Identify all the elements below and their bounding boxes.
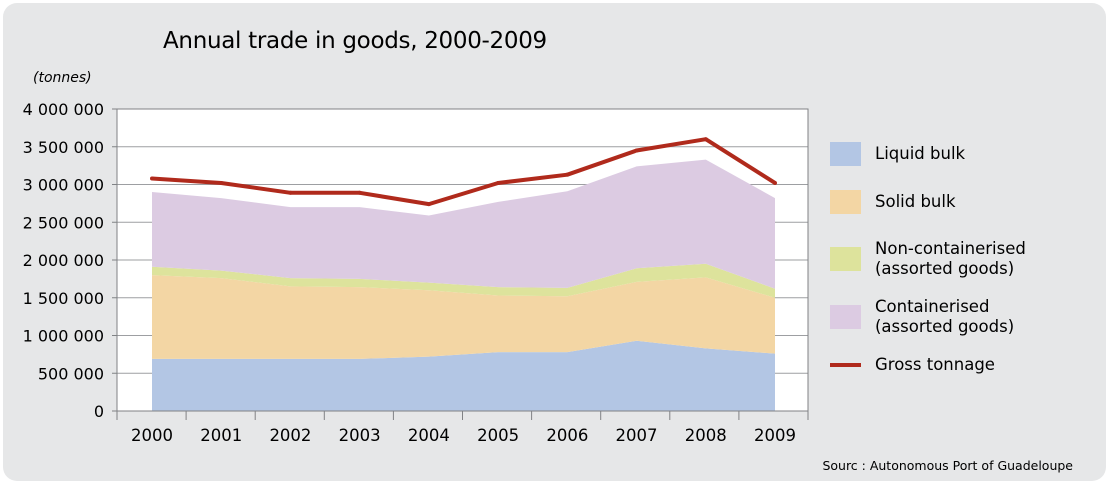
legend-swatch-containerised [830,305,861,329]
point-gross-tonnage-2002 [288,190,293,195]
legend-label-solid-bulk: Solid bulk [875,192,956,211]
legend-label-non-containerised-line2: (assorted goods) [875,259,1015,278]
legend-swatch-non-containerised [830,247,861,271]
y-axis-unit-label: (tonnes) [33,70,92,86]
x-tick-label-2000: 2000 [131,426,173,445]
y-tick-label-5: 2 500 000 [23,213,104,232]
point-gross-tonnage-2004 [426,202,431,207]
point-gross-tonnage-2001 [219,180,224,185]
legend-label-non-containerised: Non-containerised (assorted goods) [875,239,1026,279]
point-gross-tonnage-2003 [357,190,362,195]
point-gross-tonnage-2008 [703,137,708,142]
area-liquid-bulk [152,340,775,411]
legend-item-gross-tonnage: Gross tonnage [830,355,995,375]
line-gross-tonnage [151,137,777,207]
legend-swatch-gross-tonnage [830,363,861,367]
point-gross-tonnage-2006 [565,172,570,177]
legend-item-non-containerised: Non-containerised (assorted goods) [830,239,1026,279]
y-tick-label-3: 1 500 000 [23,289,104,308]
y-tick-label-2: 1 000 000 [23,327,104,346]
legend-label-containerised-line1: Containerised [875,297,990,316]
x-tick-label-2008: 2008 [685,426,727,445]
x-tick-label-2009: 2009 [754,426,796,445]
legend-label-containerised: Containerised (assorted goods) [875,297,1014,337]
y-tick-label-4: 2 000 000 [23,251,104,270]
legend-label-non-containerised-line1: Non-containerised [875,239,1026,258]
area-non-containerised [152,263,775,298]
legend-label-liquid-bulk: Liquid bulk [875,144,966,163]
x-tick-label-2007: 2007 [616,426,658,445]
y-tick-label-7: 3 500 000 [23,138,104,157]
y-tick-label-1: 500 000 [38,364,104,383]
y-tick-label-8: 4 000 000 [23,100,104,119]
y-tick-label-0: 0 [94,402,104,421]
source-note: Sourc : Autonomous Port of Guadeloupe [822,458,1073,473]
point-gross-tonnage-2009 [773,180,777,185]
y-tick-label-6: 3 000 000 [23,176,104,195]
legend-swatch-liquid-bulk [830,142,861,166]
x-tick-label-2001: 2001 [200,426,242,445]
point-gross-tonnage-2000 [150,176,154,181]
point-gross-tonnage-2005 [496,180,501,185]
legend-item-containerised: Containerised (assorted goods) [830,297,1014,337]
legend-label-containerised-line2: (assorted goods) [875,317,1015,336]
chart-title: Annual trade in goods, 2000-2009 [163,28,547,54]
x-tick-label-2006: 2006 [546,426,588,445]
x-tick-label-2005: 2005 [477,426,519,445]
legend-item-solid-bulk: Solid bulk [830,190,956,214]
legend-swatch-solid-bulk [830,190,861,214]
x-tick-label-2002: 2002 [269,426,311,445]
legend-item-liquid-bulk: Liquid bulk [830,142,965,166]
legend-label-gross-tonnage: Gross tonnage [875,355,995,374]
point-gross-tonnage-2007 [634,148,639,153]
area-solid-bulk [152,275,775,359]
x-tick-label-2003: 2003 [339,426,381,445]
x-tick-label-2004: 2004 [408,426,450,445]
area-containerised [152,159,775,289]
